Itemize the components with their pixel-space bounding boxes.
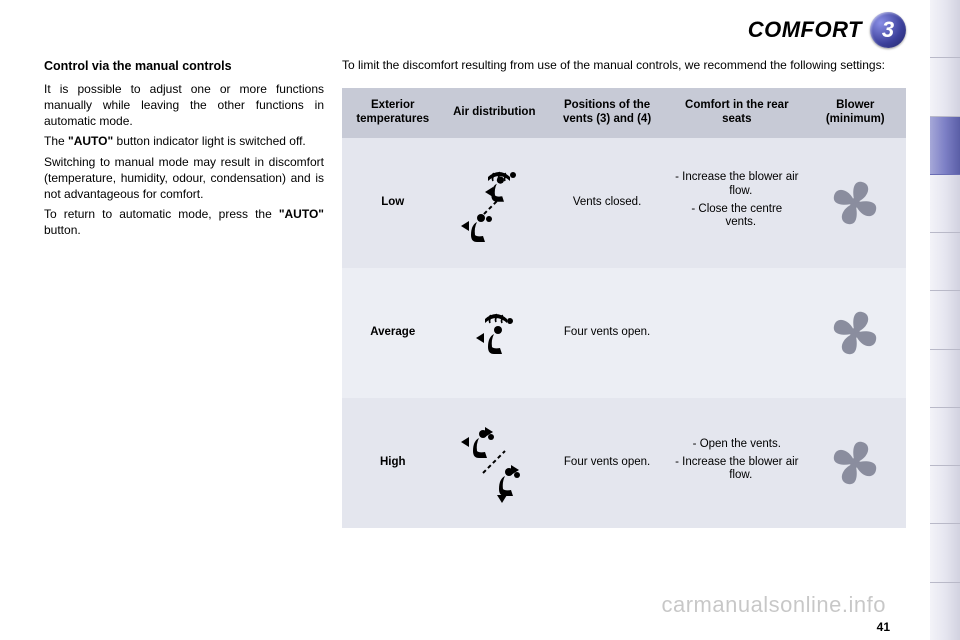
side-tab[interactable] <box>930 466 960 524</box>
blower-icon <box>804 268 906 398</box>
air-dist-high-icon <box>444 398 546 528</box>
left-column: Control via the manual controls It is po… <box>44 58 324 528</box>
col-vent-pos: Positions of the vents (3) and (4) <box>545 88 669 138</box>
side-tab[interactable] <box>930 291 960 349</box>
col-exterior: Exterior temperatures <box>342 88 444 138</box>
settings-table: Exterior temperatures Air distribution P… <box>342 88 906 528</box>
blower-icon <box>804 398 906 528</box>
side-tab[interactable] <box>930 58 960 116</box>
list-item: - Increase the blower air ﬂow. <box>675 171 798 199</box>
comfort-cell <box>669 268 804 398</box>
para-2-a: The <box>44 134 68 148</box>
side-tab[interactable] <box>930 583 960 640</box>
vents-cell: Four vents open. <box>545 398 669 528</box>
col-blower: Blower (minimum) <box>804 88 906 138</box>
comfort-cell: - Increase the blower air ﬂow. - Close t… <box>669 138 804 268</box>
side-tab[interactable] <box>930 0 960 58</box>
col-air-dist: Air distribution <box>444 88 546 138</box>
content: Control via the manual controls It is po… <box>44 58 906 528</box>
comfort-cell: - Open the vents. - Increase the blower … <box>669 398 804 528</box>
page: COMFORT 3 Control via the manual control… <box>0 0 930 640</box>
air-dist-low-icon <box>444 138 546 268</box>
side-tab[interactable] <box>930 524 960 582</box>
para-1: It is possible to adjust one or more fun… <box>44 81 324 130</box>
table-header-row: Exterior temperatures Air distribution P… <box>342 88 906 138</box>
auto-keyword-2: "AUTO" <box>279 207 324 221</box>
col-rear-comfort: Comfort in the rear seats <box>669 88 804 138</box>
right-column: To limit the discomfort resulting from u… <box>342 58 906 528</box>
page-number: 41 <box>877 620 890 634</box>
table-intro: To limit the discomfort resulting from u… <box>342 58 906 74</box>
table-row: Low <box>342 138 906 268</box>
vents-cell: Vents closed. <box>545 138 669 268</box>
blower-icon <box>804 138 906 268</box>
side-tab[interactable] <box>930 233 960 291</box>
table-row: High <box>342 398 906 528</box>
list-item: - Increase the blower air ﬂow. <box>675 456 798 484</box>
row-label: High <box>342 398 444 528</box>
row-label: Low <box>342 138 444 268</box>
table-row: Average Four vents open. <box>342 268 906 398</box>
para-4-a: To return to automatic mode, press the <box>44 207 279 221</box>
chapter-badge: 3 <box>870 12 906 48</box>
air-dist-average-icon <box>444 268 546 398</box>
list-item: - Open the vents. <box>675 438 798 452</box>
side-tabs <box>930 0 960 640</box>
chapter-number: 3 <box>882 17 894 43</box>
section-title: COMFORT <box>748 17 862 43</box>
para-3: Switching to manual mode may result in d… <box>44 154 324 203</box>
auto-keyword-1: "AUTO" <box>68 134 113 148</box>
para-4: To return to automatic mode, press the "… <box>44 206 324 238</box>
row-label: Average <box>342 268 444 398</box>
vents-cell: Four vents open. <box>545 268 669 398</box>
side-tab[interactable] <box>930 408 960 466</box>
para-2-c: button indicator light is switched off. <box>113 134 306 148</box>
side-tab[interactable] <box>930 350 960 408</box>
para-4-c: button. <box>44 223 81 237</box>
list-item: - Close the centre vents. <box>675 203 798 231</box>
header: COMFORT 3 <box>44 12 906 48</box>
watermark: carmanualsonline.info <box>661 592 886 618</box>
para-2: The "AUTO" button indicator light is swi… <box>44 133 324 149</box>
side-tab[interactable] <box>930 175 960 233</box>
side-tab-active[interactable] <box>930 117 960 175</box>
subheading: Control via the manual controls <box>44 58 324 75</box>
